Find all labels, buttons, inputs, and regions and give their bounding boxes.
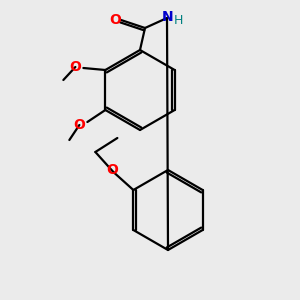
Text: H: H	[173, 14, 183, 26]
Text: O: O	[109, 13, 121, 27]
Text: O: O	[106, 163, 118, 177]
Text: O: O	[74, 118, 85, 132]
Text: N: N	[162, 10, 174, 24]
Text: O: O	[69, 60, 81, 74]
